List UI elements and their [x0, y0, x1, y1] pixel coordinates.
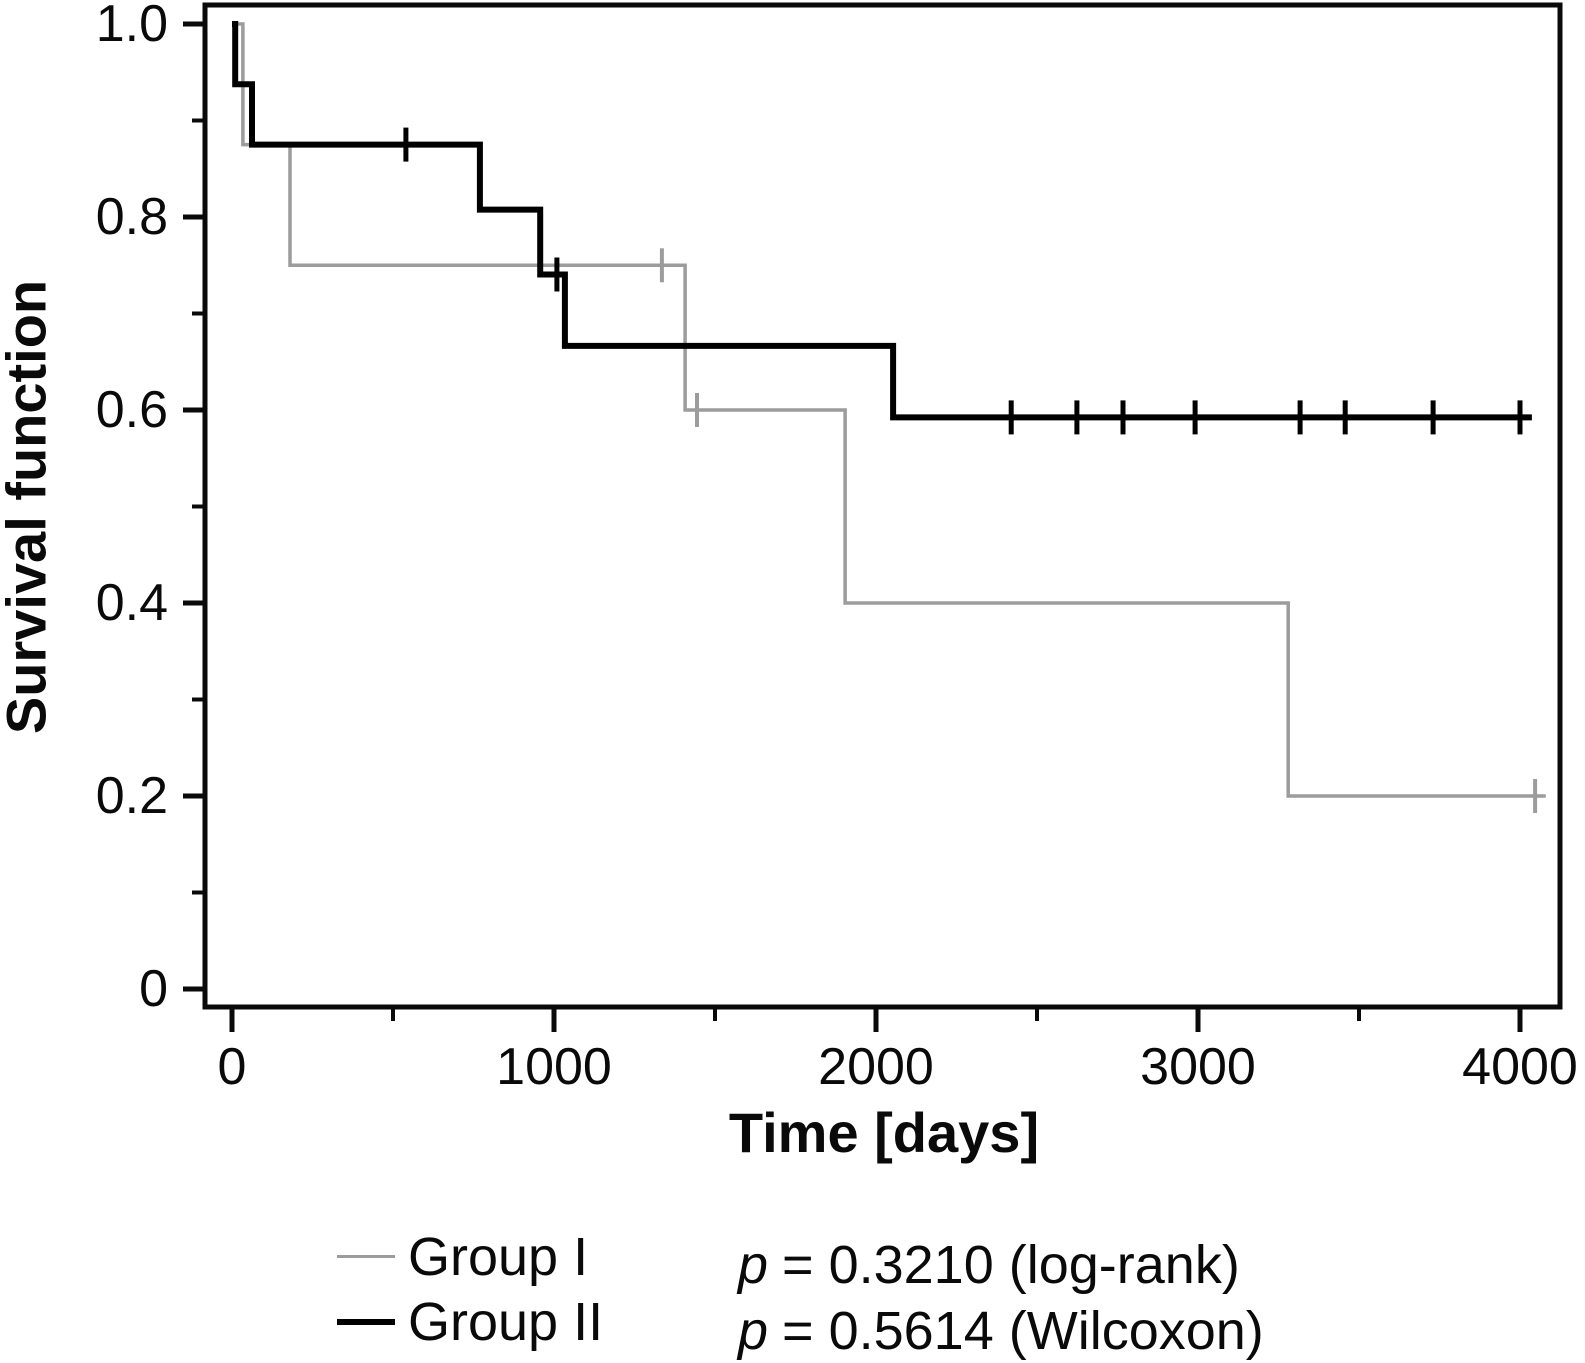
x-axis-tick-label: 0 [218, 1038, 247, 1096]
x-axis-title: Time [days] [728, 1101, 1040, 1164]
y-axis-tick-label: 0.2 [96, 767, 168, 825]
legend-label-group-ii: Group II [408, 1291, 604, 1352]
legend: Group I Group II [337, 1224, 603, 1354]
x-axis-tick-label: 2000 [818, 1038, 934, 1096]
series-path-group-i [232, 22, 1546, 798]
p-values: p = 0.3210 (log-rank) p = 0.5614 (Wilcox… [738, 1232, 1264, 1363]
x-axis-tick-label: 4000 [1462, 1038, 1578, 1096]
p-value-text: = 0.3210 (log-rank) [782, 1235, 1240, 1295]
y-axis-tick-label: 0.6 [96, 381, 168, 439]
group-ii-line-swatch [337, 1318, 395, 1325]
p-value-wilcoxon: p = 0.5614 (Wilcoxon) [738, 1298, 1264, 1363]
legend-item-group-ii: Group II [337, 1289, 603, 1354]
x-axis-tick-label: 1000 [496, 1038, 612, 1096]
series-path-group-ii [232, 21, 1532, 421]
legend-item-group-i: Group I [337, 1224, 603, 1289]
group-i-line-swatch [337, 1254, 395, 1259]
p-symbol: p [738, 1235, 769, 1295]
y-axis-tick-label: 0 [139, 960, 168, 1018]
p-symbol: p [738, 1301, 769, 1361]
p-value-log-rank: p = 0.3210 (log-rank) [738, 1232, 1264, 1298]
y-axis-tick-label: 1.0 [96, 0, 168, 53]
y-axis-title: Survival function [0, 279, 58, 735]
y-axis-tick-label: 0.8 [96, 188, 168, 246]
y-axis-tick-label: 0.4 [96, 574, 168, 632]
legend-label-group-i: Group I [408, 1226, 589, 1287]
x-axis-tick-label: 3000 [1140, 1038, 1256, 1096]
p-value-text: = 0.5614 (Wilcoxon) [782, 1301, 1264, 1361]
